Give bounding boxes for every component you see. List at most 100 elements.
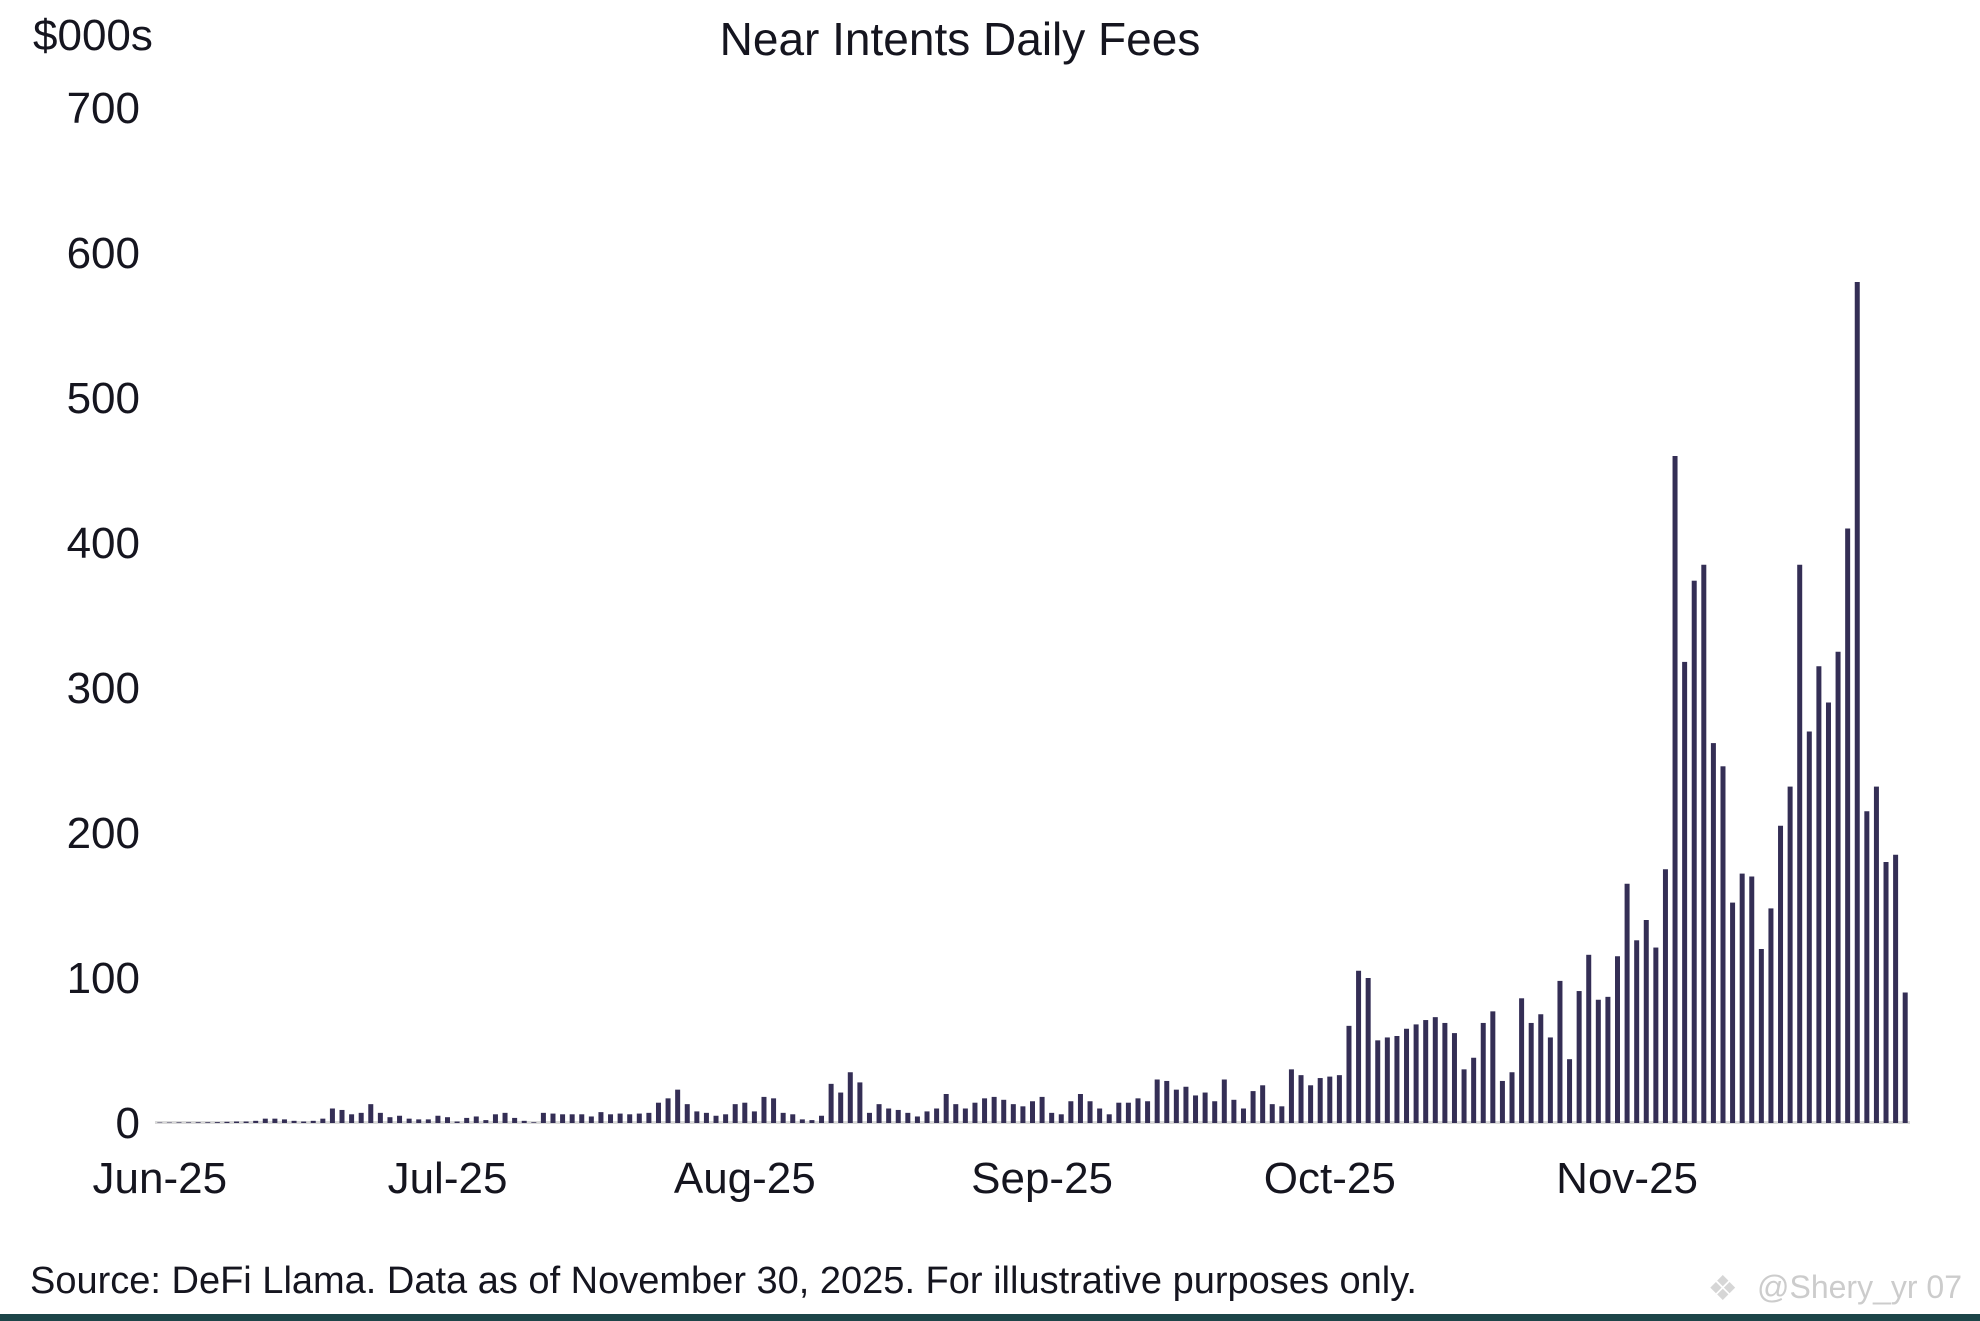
source-note: Source: DeFi Llama. Data as of November … — [30, 1260, 1417, 1302]
bar-day-66 — [780, 1112, 786, 1123]
daily-fee-bars — [157, 282, 1908, 1124]
bar-day-173 — [1806, 731, 1812, 1123]
bar-day-46 — [588, 1116, 594, 1123]
bar-day-60 — [723, 1114, 729, 1123]
bar-day-50 — [627, 1114, 633, 1123]
bar-day-8 — [224, 1121, 230, 1123]
x-tick-Nov-25: Nov-25 — [1556, 1154, 1698, 1203]
bar-day-79 — [905, 1112, 911, 1123]
bar-day-139 — [1480, 1022, 1486, 1123]
bar-day-31 — [445, 1117, 450, 1123]
bar-day-108 — [1183, 1086, 1189, 1123]
bar-day-54 — [665, 1098, 671, 1123]
bar-day-7 — [214, 1122, 220, 1123]
bar-day-22 — [358, 1112, 364, 1123]
bar-day-109 — [1193, 1095, 1199, 1123]
bar-day-110 — [1202, 1092, 1208, 1123]
bar-day-74 — [857, 1082, 863, 1123]
bar-day-144 — [1528, 1022, 1534, 1123]
bar-day-3 — [176, 1122, 182, 1123]
bar-day-4 — [186, 1122, 192, 1123]
bar-day-56 — [684, 1104, 690, 1123]
y-tick-200: 200 — [67, 809, 140, 858]
watermark-handle: @Shery_yr 07 — [1757, 1269, 1962, 1305]
bar-day-100 — [1106, 1114, 1112, 1123]
bar-day-76 — [876, 1104, 882, 1123]
bar-day-59 — [713, 1115, 719, 1123]
y-tick-600: 600 — [67, 229, 140, 278]
bar-day-142 — [1509, 1072, 1515, 1123]
bar-day-96 — [1068, 1101, 1074, 1123]
bar-day-115 — [1250, 1091, 1256, 1123]
bar-day-81 — [924, 1111, 930, 1123]
bar-day-145 — [1538, 1014, 1544, 1123]
bar-day-164 — [1720, 766, 1726, 1123]
bar-day-77 — [886, 1108, 892, 1123]
x-tick-Sep-25: Sep-25 — [971, 1154, 1113, 1203]
bar-day-174 — [1816, 666, 1822, 1123]
bar-day-57 — [694, 1111, 700, 1123]
bar-day-107 — [1173, 1089, 1179, 1123]
bar-day-28 — [416, 1119, 422, 1124]
bar-day-87 — [982, 1098, 988, 1123]
bar-day-159 — [1672, 456, 1678, 1123]
bar-day-80 — [914, 1116, 920, 1123]
bar-day-151 — [1595, 999, 1601, 1123]
y-axis-tick-labels: 0 100 200 300 400 500 600 700 — [67, 84, 140, 1148]
bar-day-6 — [205, 1122, 211, 1123]
bar-day-155 — [1634, 940, 1640, 1123]
bar-day-99 — [1097, 1108, 1103, 1123]
bar-day-39 — [521, 1120, 527, 1123]
bar-day-71 — [828, 1083, 834, 1123]
bar-day-150 — [1586, 954, 1592, 1123]
bar-day-157 — [1653, 947, 1659, 1123]
bar-day-140 — [1490, 1011, 1496, 1123]
bar-day-25 — [387, 1117, 393, 1123]
bar-day-148 — [1567, 1059, 1573, 1123]
bar-day-101 — [1116, 1102, 1122, 1123]
bar-day-162 — [1701, 564, 1707, 1123]
bar-day-163 — [1710, 743, 1716, 1123]
bar-day-34 — [473, 1116, 479, 1123]
bar-day-154 — [1624, 883, 1630, 1123]
bar-day-33 — [464, 1117, 470, 1123]
bar-day-49 — [617, 1113, 623, 1123]
bar-day-10 — [243, 1121, 249, 1123]
bar-day-113 — [1231, 1099, 1237, 1123]
bar-day-137 — [1461, 1069, 1467, 1123]
x-tick-Jul-25: Jul-25 — [388, 1154, 508, 1203]
bar-day-68 — [799, 1119, 805, 1124]
bar-day-82 — [934, 1108, 940, 1123]
bar-day-45 — [579, 1114, 585, 1123]
bar-day-168 — [1758, 949, 1764, 1123]
bar-day-43 — [560, 1114, 566, 1123]
bar-day-143 — [1519, 998, 1525, 1123]
bar-day-121 — [1308, 1085, 1314, 1123]
bar-day-42 — [550, 1113, 556, 1123]
bar-day-138 — [1471, 1057, 1477, 1123]
bar-day-152 — [1605, 996, 1611, 1123]
bar-day-16 — [301, 1121, 307, 1123]
bar-day-179 — [1864, 811, 1870, 1123]
bar-day-161 — [1691, 580, 1697, 1123]
x-axis-month-labels: Jun-25 Jul-25 Aug-25 Sep-25 Oct-25 Nov-25 — [93, 1154, 1698, 1203]
bar-day-133 — [1423, 1020, 1429, 1123]
bar-day-24 — [377, 1112, 383, 1123]
bar-day-147 — [1557, 980, 1563, 1123]
bar-day-94 — [1049, 1112, 1055, 1123]
bar-day-103 — [1135, 1098, 1141, 1123]
gem-icon: ❖ — [1708, 1270, 1738, 1308]
bar-day-180 — [1873, 786, 1879, 1123]
bar-day-40 — [531, 1122, 537, 1123]
bar-day-86 — [972, 1102, 978, 1123]
bar-day-127 — [1365, 978, 1371, 1123]
bar-day-146 — [1547, 1037, 1553, 1123]
bar-day-106 — [1164, 1080, 1170, 1123]
bar-day-160 — [1682, 661, 1688, 1123]
bar-day-73 — [847, 1072, 853, 1123]
bar-day-129 — [1384, 1037, 1390, 1123]
bar-day-116 — [1260, 1085, 1266, 1123]
bar-day-62 — [742, 1102, 748, 1123]
bar-day-37 — [502, 1112, 508, 1123]
bar-day-97 — [1077, 1094, 1083, 1123]
